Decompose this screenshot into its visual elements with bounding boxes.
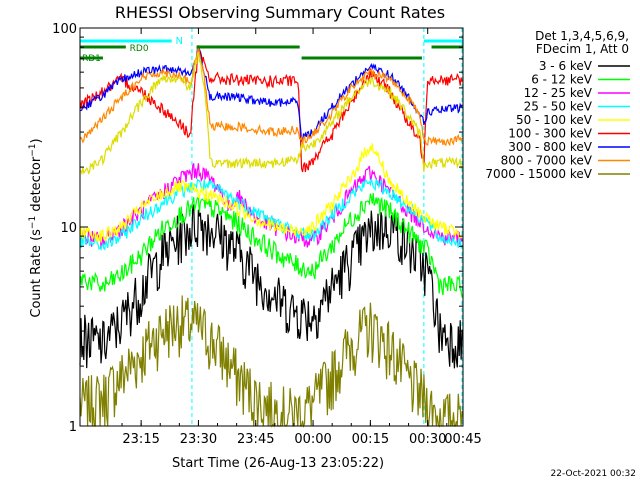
legend-label: 25 - 50 keV	[524, 100, 593, 114]
legend-label: 100 - 300 keV	[508, 127, 592, 141]
chart-title: RHESSI Observing Summary Count Rates	[115, 3, 445, 22]
series-line-1	[79, 192, 463, 298]
y-axis-label: Count Rate (s−1 detector−1)	[28, 138, 44, 317]
legend-label: 3 - 6 keV	[539, 59, 593, 73]
y-tick-label: 1	[69, 420, 77, 435]
series-line-yellow-upper	[79, 51, 463, 176]
legend-label: 6 - 12 keV	[531, 73, 593, 87]
plot-area: N RD0 RD1	[79, 28, 463, 429]
legend-label: 800 - 7000 keV	[501, 154, 593, 168]
y-tick-label: 100	[52, 22, 77, 37]
x-tick-label: 00:30	[409, 432, 446, 447]
series-line-8	[79, 295, 463, 429]
x-tick-label: 00:15	[352, 432, 389, 447]
series-line-7	[79, 45, 463, 147]
footer-date: 22-Oct-2021 00:32	[551, 469, 636, 479]
x-tick-label: 00:45	[444, 432, 481, 447]
legend-label: 50 - 100 keV	[516, 113, 593, 127]
y-axis: 1 10 100	[52, 22, 463, 435]
x-tick-label: 23:30	[180, 432, 217, 447]
legend-header-line-1: Det 1,3,4,5,6,9,	[535, 29, 629, 43]
flag-label-rd0: RD0	[130, 44, 149, 54]
x-tick-label: 23:15	[122, 432, 159, 447]
legend-label: 7000 - 15000 keV	[485, 167, 592, 181]
x-tick-label: 00:00	[294, 432, 331, 447]
series-line-0	[79, 204, 463, 369]
legend-label: 300 - 800 keV	[508, 140, 592, 154]
series-line-3	[79, 178, 463, 251]
legend-label: 12 - 25 keV	[524, 86, 593, 100]
flag-label-n: N	[176, 36, 183, 47]
x-tick-label: 23:45	[237, 432, 274, 447]
x-axis-label: Start Time (26-Aug-13 23:05:22)	[172, 456, 384, 471]
y-tick-label: 10	[60, 221, 77, 236]
series-line-4	[79, 143, 463, 243]
flag-label-rd1: RD1	[82, 54, 101, 64]
legend: Det 1,3,4,5,6,9, FDecim 1, Att 0 3 - 6 k…	[485, 29, 630, 181]
series-line-6	[79, 46, 463, 143]
legend-header-line-2: FDecim 1, Att 0	[536, 42, 629, 56]
